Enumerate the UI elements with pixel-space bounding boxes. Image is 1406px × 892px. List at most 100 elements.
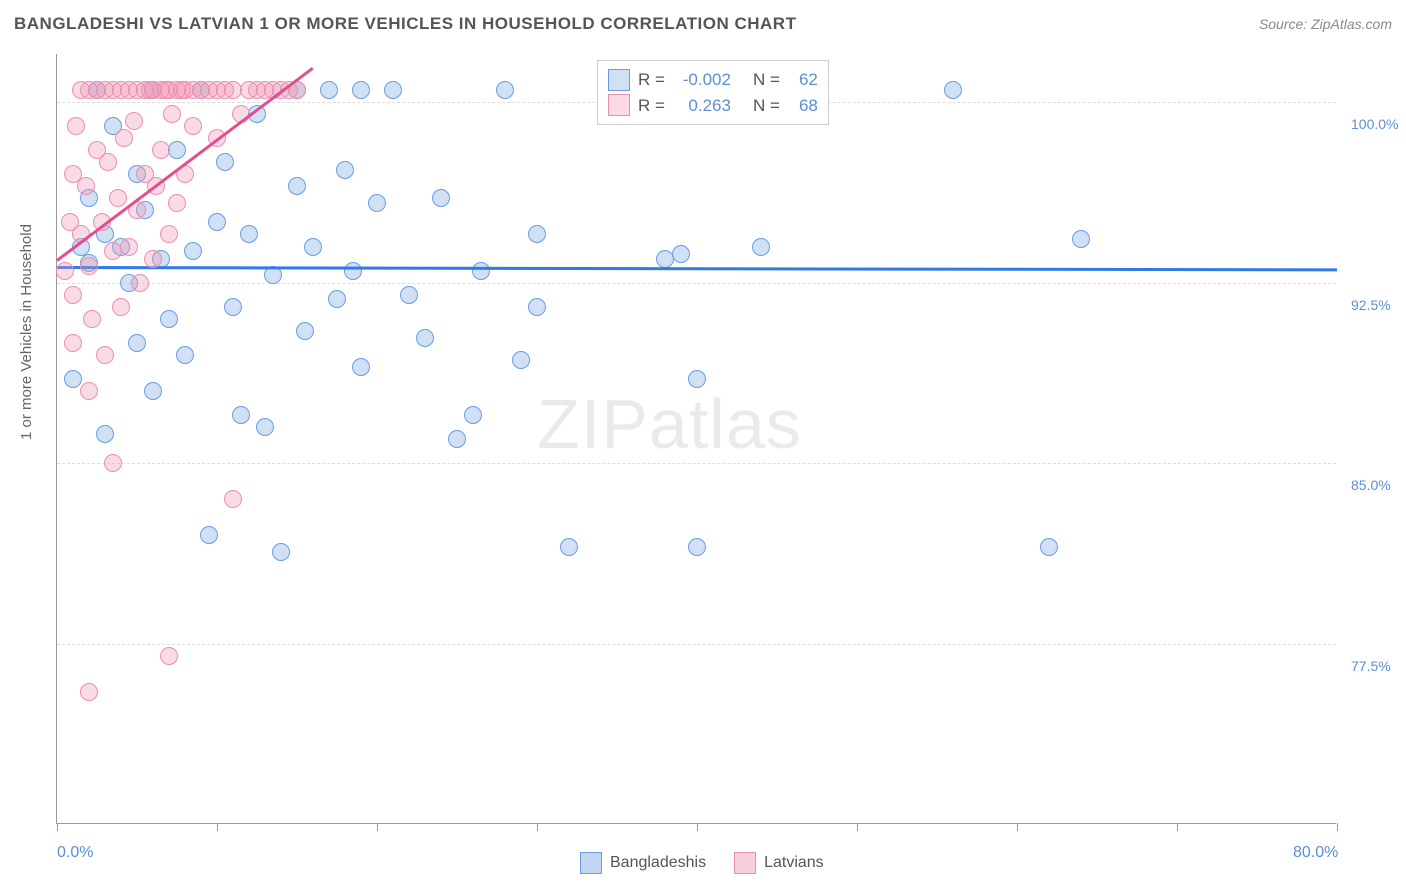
data-point — [99, 153, 117, 171]
r-value: 0.263 — [673, 93, 731, 119]
x-tick — [857, 823, 858, 831]
legend-label: Latvians — [764, 854, 824, 872]
x-tick — [1177, 823, 1178, 831]
data-point — [120, 238, 138, 256]
data-point — [328, 290, 346, 308]
data-point — [77, 177, 95, 195]
x-tick — [697, 823, 698, 831]
data-point — [304, 238, 322, 256]
data-point — [200, 526, 218, 544]
data-point — [352, 81, 370, 99]
data-point — [528, 225, 546, 243]
plot-area: ZIPatlas 77.5%85.0%92.5%100.0%0.0%80.0%R… — [56, 54, 1336, 824]
data-point — [688, 538, 706, 556]
data-point — [288, 177, 306, 195]
gridline — [57, 283, 1336, 284]
legend-item: Latvians — [734, 852, 824, 874]
stats-legend-row: R = 0.263 N = 68 — [608, 93, 818, 119]
data-point — [464, 406, 482, 424]
r-value: -0.002 — [673, 67, 731, 93]
data-point — [152, 141, 170, 159]
data-point — [320, 81, 338, 99]
data-point — [496, 81, 514, 99]
data-point — [163, 105, 181, 123]
data-point — [160, 647, 178, 665]
data-point — [352, 358, 370, 376]
x-tick — [377, 823, 378, 831]
data-point — [1072, 230, 1090, 248]
data-point — [144, 382, 162, 400]
data-point — [240, 225, 258, 243]
data-point — [944, 81, 962, 99]
x-max-label: 80.0% — [1293, 844, 1338, 862]
data-point — [296, 322, 314, 340]
n-value: 68 — [788, 93, 818, 119]
legend-swatch — [580, 852, 602, 874]
r-label: R = — [638, 93, 665, 119]
data-point — [448, 430, 466, 448]
n-value: 62 — [788, 67, 818, 93]
data-point — [160, 225, 178, 243]
y-tick-label: 92.5% — [1351, 297, 1391, 313]
legend-swatch — [734, 852, 756, 874]
data-point — [672, 245, 690, 263]
data-point — [216, 153, 234, 171]
x-min-label: 0.0% — [57, 844, 93, 862]
data-point — [384, 81, 402, 99]
r-label: R = — [638, 67, 665, 93]
data-point — [1040, 538, 1058, 556]
stats-legend-row: R = -0.002 N = 62 — [608, 67, 818, 93]
legend-bottom: Bangladeshis Latvians — [580, 852, 824, 874]
data-point — [168, 194, 186, 212]
data-point — [83, 310, 101, 328]
data-point — [208, 213, 226, 231]
data-point — [232, 406, 250, 424]
x-tick — [57, 823, 58, 831]
gridline — [57, 644, 1336, 645]
data-point — [64, 370, 82, 388]
legend-swatch — [608, 94, 630, 116]
data-point — [104, 454, 122, 472]
n-label: N = — [753, 67, 780, 93]
data-point — [224, 490, 242, 508]
data-point — [109, 189, 127, 207]
stats-legend: R = -0.002 N = 62 R = 0.263 N = 68 — [597, 60, 829, 125]
y-axis-title: 1 or more Vehicles in Household — [18, 224, 35, 440]
data-point — [272, 543, 290, 561]
data-point — [96, 425, 114, 443]
chart-title: BANGLADESHI VS LATVIAN 1 OR MORE VEHICLE… — [14, 14, 796, 34]
data-point — [64, 334, 82, 352]
x-tick — [537, 823, 538, 831]
data-point — [128, 334, 146, 352]
data-point — [144, 250, 162, 268]
data-point — [64, 286, 82, 304]
data-point — [176, 346, 194, 364]
data-point — [115, 129, 133, 147]
x-tick — [217, 823, 218, 831]
data-point — [224, 298, 242, 316]
x-tick — [1017, 823, 1018, 831]
data-point — [752, 238, 770, 256]
legend-label: Bangladeshis — [610, 854, 706, 872]
legend-item: Bangladeshis — [580, 852, 706, 874]
x-tick — [1337, 823, 1338, 831]
data-point — [80, 257, 98, 275]
data-point — [472, 262, 490, 280]
data-point — [80, 382, 98, 400]
watermark: ZIPatlas — [537, 384, 802, 464]
data-point — [67, 117, 85, 135]
data-point — [96, 346, 114, 364]
data-point — [560, 538, 578, 556]
data-point — [416, 329, 434, 347]
data-point — [688, 370, 706, 388]
data-point — [160, 310, 178, 328]
data-point — [131, 274, 149, 292]
data-point — [80, 683, 98, 701]
data-point — [368, 194, 386, 212]
n-label: N = — [753, 93, 780, 119]
data-point — [432, 189, 450, 207]
data-point — [512, 351, 530, 369]
data-point — [184, 117, 202, 135]
data-point — [256, 418, 274, 436]
legend-swatch — [608, 69, 630, 91]
